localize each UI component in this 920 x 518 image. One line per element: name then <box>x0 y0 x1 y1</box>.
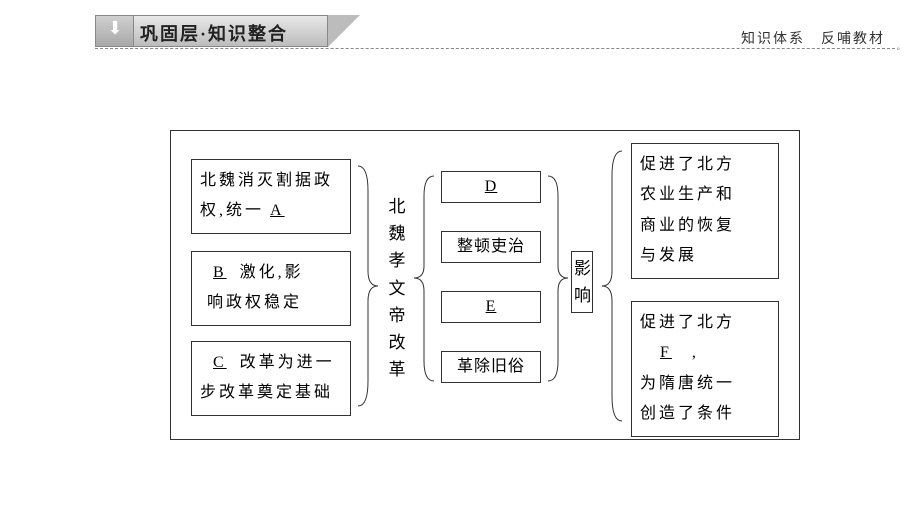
text: 北魏消灭割据政 <box>200 172 333 189</box>
cause-box-3: C 改革为进一 步改革奠定基础 <box>191 341 351 416</box>
blank-b: B <box>207 264 233 281</box>
text: 改革为进一 <box>240 354 335 371</box>
down-arrow-icon: ⬇ <box>107 20 123 36</box>
text: 促进了北方 <box>640 156 735 173</box>
measure-box-1: D <box>441 171 541 203</box>
blank-d: D <box>479 178 504 195</box>
effect-box-2: 促进了北方 F , 为隋唐统一 创造了条件 <box>631 301 779 437</box>
header-bar: ⬇ 巩固层·知识整合 知识体系 反哺教材 ◦ <box>0 0 920 56</box>
header-triangle <box>328 15 360 47</box>
text: 为隋唐统一 <box>640 375 735 392</box>
blank-e: E <box>480 298 503 315</box>
text: 整顿吏治 <box>457 238 525 255</box>
header-dot-icon: ◦ <box>896 44 900 55</box>
diagram-container: 北魏消灭割据政 权,统一A B 激化,影 响政权稳定 C 改革为进一 步改革奠定… <box>170 130 800 440</box>
text: , <box>692 344 699 361</box>
blank-c: C <box>207 354 233 371</box>
header-divider <box>95 48 895 49</box>
measure-box-4: 革除旧俗 <box>441 351 541 383</box>
text: 响政权稳定 <box>207 294 302 311</box>
brace-right-icon <box>599 146 627 426</box>
text: 权,统一 <box>200 202 264 219</box>
header-subtitle: 知识体系 反哺教材 <box>741 28 885 48</box>
brace-left-icon <box>353 161 383 411</box>
text: 革除旧俗 <box>457 358 525 375</box>
brace-mid-left-icon <box>411 171 439 386</box>
blank-a: A <box>264 202 291 219</box>
measure-box-3: E <box>441 291 541 323</box>
blank-f: F <box>654 344 678 361</box>
header-title: 巩固层·知识整合 <box>140 20 288 46</box>
center-title: 北魏孝文帝改革 <box>386 193 408 383</box>
text: 激化,影 <box>240 264 304 281</box>
text: 商业的恢复 <box>640 217 735 234</box>
effect-box-1: 促进了北方 农业生产和 商业的恢复 与发展 <box>631 143 779 279</box>
cause-box-1: 北魏消灭割据政 权,统一A <box>191 159 351 234</box>
text: 创造了条件 <box>640 405 735 422</box>
measure-box-2: 整顿吏治 <box>441 231 541 263</box>
cause-box-2: B 激化,影 响政权稳定 <box>191 251 351 326</box>
text: 与发展 <box>640 247 697 264</box>
text: 促进了北方 <box>640 314 735 331</box>
brace-mid-right-icon <box>543 171 571 386</box>
text: 步改革奠定基础 <box>200 384 333 401</box>
influence-label: 影响 <box>571 251 593 313</box>
text: 农业生产和 <box>640 186 735 203</box>
